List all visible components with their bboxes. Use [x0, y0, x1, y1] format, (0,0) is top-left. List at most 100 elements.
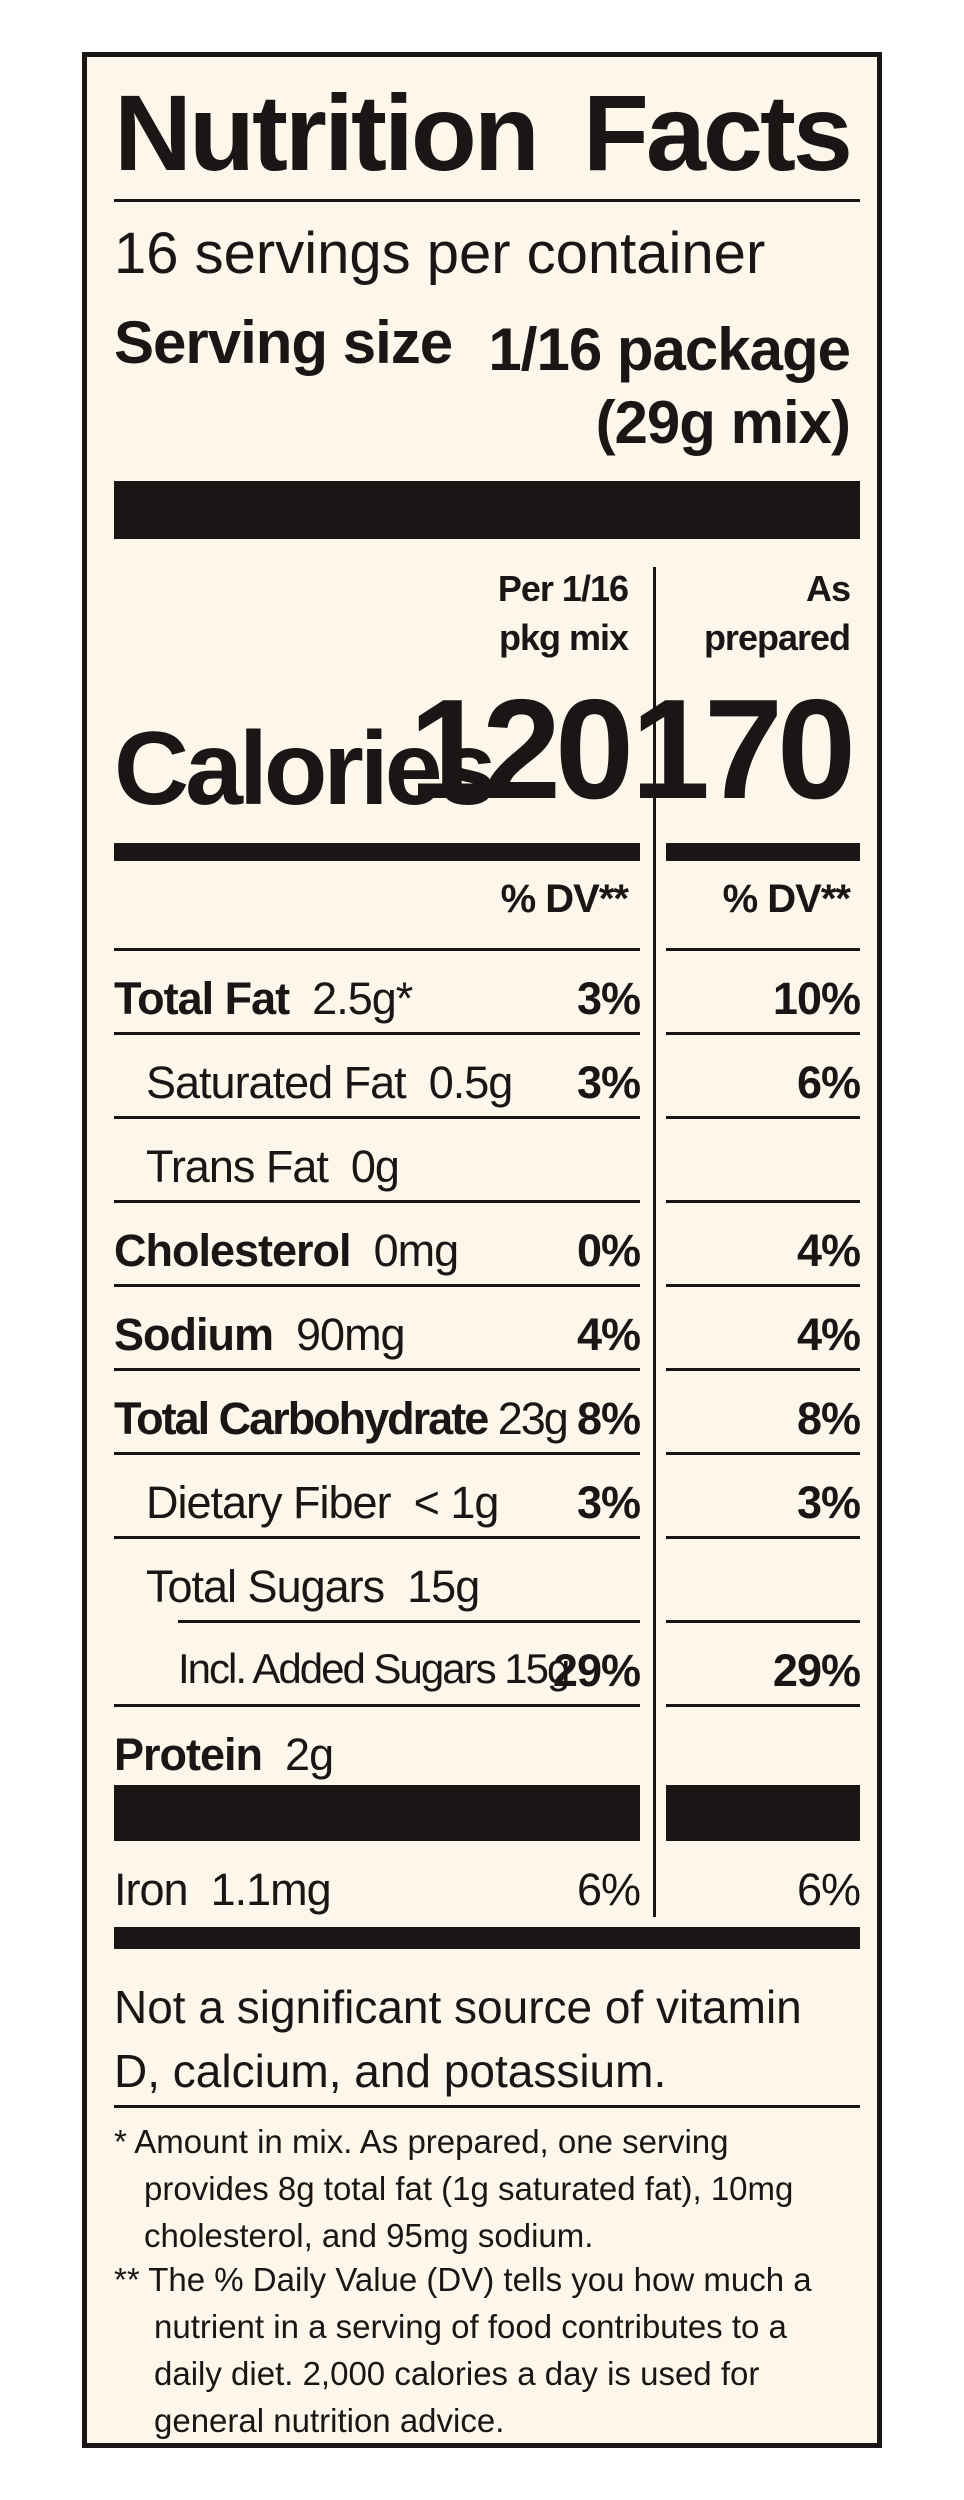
row-divider: [114, 1452, 640, 1455]
column-header-prepared: As prepared: [703, 565, 851, 663]
row-divider: [666, 1704, 860, 1707]
calories-value-mix: 120: [409, 670, 634, 829]
vitamins-divider: [114, 1927, 860, 1949]
row-divider: [666, 1200, 860, 1203]
dv-mix: 6%: [576, 1864, 641, 1915]
column-header-mix: Per 1/16 pkg mix: [497, 565, 629, 663]
serving-size-value-line2: (29g mix): [595, 389, 851, 457]
dv-header-prepared: % DV**: [722, 877, 851, 921]
nutrient-name: Iron: [114, 1864, 189, 1915]
column-divider: [653, 567, 656, 1917]
footnote-divider: [114, 2105, 860, 2108]
row-divider: [666, 1116, 860, 1119]
dv-prepared: 6%: [796, 1057, 861, 1108]
serving-size-label: Serving size: [114, 309, 453, 376]
row-divider: [666, 1284, 860, 1287]
nutrient-name: Protein: [114, 1729, 263, 1780]
nutrient-name: Dietary Fiber: [146, 1477, 392, 1528]
nutrient-name: Trans Fat: [146, 1141, 329, 1192]
nutrient-added-sugars: Incl. Added Sugars 15g: [178, 1645, 570, 1692]
nutrient-amount: 90mg: [296, 1309, 406, 1360]
dv-prepared: 8%: [796, 1393, 861, 1444]
column-header-prepared-line2: prepared: [703, 616, 851, 658]
nutrient-name: Total Fat: [114, 973, 290, 1024]
calories-divider-right: [666, 843, 860, 861]
nutrient-amount: 15g: [504, 1645, 570, 1692]
row-divider: [666, 1620, 860, 1623]
not-significant-note: Not a significant source of vitamin D, c…: [114, 1981, 802, 2098]
nutrient-cholesterol: Cholesterol 0mg: [114, 1225, 460, 1276]
dv-prepared: 6%: [796, 1864, 861, 1915]
dv-mix: 3%: [576, 1477, 641, 1528]
nutrient-amount: 0mg: [373, 1225, 460, 1276]
nutrient-name: Total Sugars: [146, 1561, 385, 1612]
calories-divider-left: [114, 843, 640, 861]
servings-per-container: 16 servings per container: [114, 221, 766, 286]
nutrient-iron: Iron 1.1mg: [114, 1864, 332, 1915]
dv-mix: 8%: [576, 1393, 641, 1444]
protein-divider-right: [666, 1785, 860, 1841]
nutrient-name: Saturated Fat: [146, 1057, 407, 1108]
dv-prepared: 4%: [796, 1309, 861, 1360]
row-divider: [114, 1704, 640, 1707]
dv-mix: 4%: [576, 1309, 641, 1360]
nutrient-trans-fat: Trans Fat 0g: [146, 1141, 400, 1192]
nutrient-amount: 2.5g*: [312, 973, 413, 1024]
nutrient-amount: 0.5g: [428, 1057, 514, 1108]
nutrient-amount: 1.1mg: [210, 1864, 332, 1915]
nutrient-dietary-fiber: Dietary Fiber < 1g: [146, 1477, 500, 1528]
nutrient-total-sugars: Total Sugars 15g: [146, 1561, 480, 1612]
nutrient-name: Cholesterol: [114, 1225, 352, 1276]
footnote-amount-in-mix: * Amount in mix. As prepared, one servin…: [114, 2123, 794, 2254]
dv-mix: 29%: [552, 1645, 641, 1696]
dv-mix: 0%: [576, 1225, 641, 1276]
row-divider: [114, 1536, 640, 1539]
column-header-prepared-line1: As: [805, 568, 851, 609]
title-word-2: Facts: [582, 72, 853, 193]
nutrient-name: Total Carbohydrate: [114, 1393, 489, 1444]
calories-label: Calories: [114, 711, 496, 827]
row-divider: [666, 1536, 860, 1539]
nutrient-amount: 0g: [350, 1141, 400, 1192]
nutrient-amount: 15g: [407, 1561, 480, 1612]
label-inner: Nutrition Facts 16 servings per containe…: [114, 57, 861, 2443]
serving-divider: [114, 481, 860, 539]
protein-divider-left: [114, 1785, 640, 1841]
nutrient-name: Incl. Added Sugars: [178, 1645, 497, 1692]
footnote-daily-value: ** The % Daily Value (DV) tells you how …: [114, 2261, 812, 2439]
dv-header-mix: % DV**: [500, 877, 629, 921]
title-divider: [114, 199, 860, 202]
nutrient-amount: < 1g: [413, 1477, 500, 1528]
nutrient-total-fat: Total Fat 2.5g*: [114, 973, 413, 1024]
row-divider: [666, 948, 860, 951]
dv-mix: 3%: [576, 1057, 641, 1108]
row-divider: [114, 948, 640, 951]
row-divider: [178, 1620, 640, 1623]
dv-prepared: 4%: [796, 1225, 861, 1276]
row-divider: [666, 1032, 860, 1035]
nutrition-facts-label: Nutrition Facts 16 servings per containe…: [82, 52, 882, 2448]
nutrient-protein: Protein 2g: [114, 1729, 334, 1780]
row-divider: [114, 1116, 640, 1119]
row-divider: [666, 1452, 860, 1455]
nutrient-amount: 23g: [497, 1393, 569, 1444]
row-divider: [114, 1284, 640, 1287]
row-divider: [666, 1368, 860, 1371]
dv-prepared: 3%: [796, 1477, 861, 1528]
nutrient-name: Sodium: [114, 1309, 274, 1360]
row-divider: [114, 1200, 640, 1203]
row-divider: [114, 1368, 640, 1371]
row-divider: [114, 1032, 640, 1035]
nutrient-sodium: Sodium 90mg: [114, 1309, 406, 1360]
nutrient-total-carbohydrate: Total Carbohydrate 23g: [114, 1393, 569, 1444]
dv-mix: 3%: [576, 973, 641, 1024]
serving-size-value-line1: 1/16 package: [488, 316, 851, 383]
nutrient-amount: 2g: [285, 1729, 334, 1780]
label-title: Nutrition Facts: [114, 72, 853, 193]
dv-prepared: 29%: [772, 1645, 861, 1696]
column-header-mix-line2: pkg mix: [498, 616, 629, 658]
dv-prepared: 10%: [772, 973, 861, 1024]
title-word-1: Nutrition: [114, 72, 540, 193]
column-header-mix-line1: Per 1/16: [497, 568, 629, 609]
nutrient-saturated-fat: Saturated Fat 0.5g: [146, 1057, 514, 1108]
